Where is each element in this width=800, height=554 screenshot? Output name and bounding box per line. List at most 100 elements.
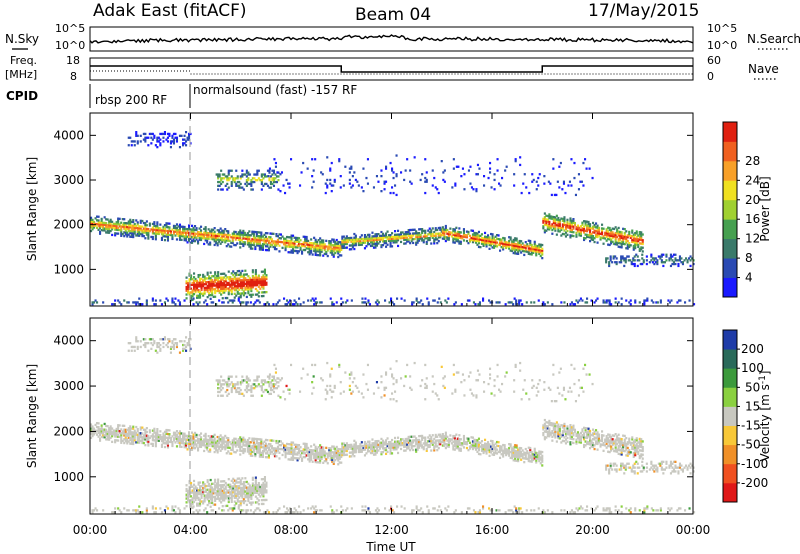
scatter-cell <box>129 231 132 235</box>
scatter-cell <box>151 299 154 302</box>
scatter-cell <box>299 184 302 187</box>
scatter-cell <box>213 238 216 241</box>
scatter-cell <box>305 450 308 453</box>
scatter-cell <box>650 259 653 262</box>
scatter-cell <box>389 243 392 246</box>
scatter-cell <box>260 291 263 294</box>
scatter-cell <box>258 449 261 452</box>
scatter-cell <box>314 297 317 300</box>
scatter-cell <box>224 228 227 231</box>
scatter-cell <box>497 444 500 448</box>
scatter-cell <box>175 230 179 234</box>
scatter-cell <box>446 228 449 232</box>
scatter-cell <box>326 254 329 258</box>
scatter-cell <box>360 237 363 241</box>
scatter-cell <box>245 288 248 291</box>
scatter-cell <box>341 444 344 447</box>
scatter-cell <box>269 243 272 246</box>
scatter-cell <box>491 236 494 240</box>
scatter-cell <box>286 245 289 248</box>
scatter-cell <box>482 449 485 453</box>
scatter-cell <box>118 435 121 439</box>
scatter-cell <box>168 233 171 237</box>
scatter-cell <box>371 449 374 453</box>
scatter-cell <box>264 446 268 449</box>
scatter-cell <box>209 279 212 282</box>
scatter-cell <box>474 439 478 442</box>
scatter-cell <box>210 435 213 438</box>
scatter-cell <box>484 438 487 442</box>
scatter-cell <box>493 451 496 455</box>
scatter-cell <box>320 250 323 253</box>
scatter-cell <box>225 235 228 238</box>
scatter-cell <box>357 447 360 450</box>
scatter-cell <box>166 235 170 238</box>
scatter-cell <box>279 237 283 240</box>
scatter-cell <box>192 239 195 243</box>
scatter-cell <box>129 230 132 233</box>
scatter-cell <box>353 236 356 239</box>
scatter-cell <box>473 446 476 449</box>
scatter-cell <box>223 280 226 283</box>
scatter-cell <box>260 444 263 447</box>
scatter-cell <box>254 270 257 274</box>
scatter-cell <box>431 184 434 187</box>
scatter-cell <box>342 446 345 449</box>
scatter-cell <box>676 301 679 304</box>
scatter-cell <box>142 441 145 445</box>
scatter-cell <box>278 244 281 247</box>
scatter-cell <box>166 442 170 445</box>
scatter-cell <box>605 228 608 231</box>
scatter-cell <box>305 448 308 451</box>
scatter-cell <box>418 239 421 242</box>
scatter-cell <box>491 233 494 236</box>
scatter-cell <box>258 451 261 454</box>
scatter-cell <box>502 453 505 456</box>
scatter-cell <box>323 459 326 463</box>
scatter-cell <box>340 450 343 453</box>
scatter-cell <box>144 444 147 447</box>
scatter-cell <box>566 222 569 225</box>
scatter-cell <box>257 449 260 452</box>
scatter-cell <box>437 236 440 239</box>
scatter-cell <box>169 233 173 237</box>
scatter-cell <box>412 448 415 452</box>
scatter-cell <box>354 238 357 241</box>
scatter-cell <box>262 283 265 286</box>
scatter-cell <box>359 241 362 245</box>
scatter-cell <box>260 440 263 443</box>
scatter-cell <box>138 232 141 235</box>
scatter-cell <box>218 284 221 287</box>
scatter-cell <box>207 243 210 246</box>
scatter-cell <box>218 439 221 443</box>
scatter-cell <box>257 445 260 449</box>
scatter-cell <box>558 221 561 224</box>
scatter-cell <box>314 244 317 247</box>
scatter-cell <box>177 435 180 439</box>
scatter-cell <box>505 452 508 455</box>
scatter-cell <box>514 239 517 242</box>
scatter-cell <box>314 253 317 256</box>
scatter-cell <box>287 245 290 248</box>
scatter-cell <box>543 303 546 306</box>
scatter-cell <box>194 441 197 444</box>
scatter-cell <box>154 435 157 438</box>
scatter-cell <box>239 281 242 284</box>
scatter-cell <box>493 239 496 242</box>
scatter-cell <box>329 243 332 247</box>
scatter-cell <box>620 257 623 260</box>
scatter-cell <box>168 222 171 225</box>
scatter-cell <box>246 239 249 242</box>
scatter-cell <box>275 240 278 243</box>
scatter-cell <box>301 457 304 460</box>
scatter-cell <box>693 303 696 306</box>
scatter-cell <box>114 299 117 302</box>
scatter-cell <box>419 178 422 182</box>
scatter-cell <box>261 244 265 248</box>
scatter-cell <box>292 242 295 245</box>
scatter-cell <box>465 443 469 446</box>
scatter-cell <box>453 237 456 240</box>
scatter-cell <box>135 131 138 134</box>
scatter-cell <box>117 219 120 222</box>
scatter-cell <box>154 228 157 231</box>
